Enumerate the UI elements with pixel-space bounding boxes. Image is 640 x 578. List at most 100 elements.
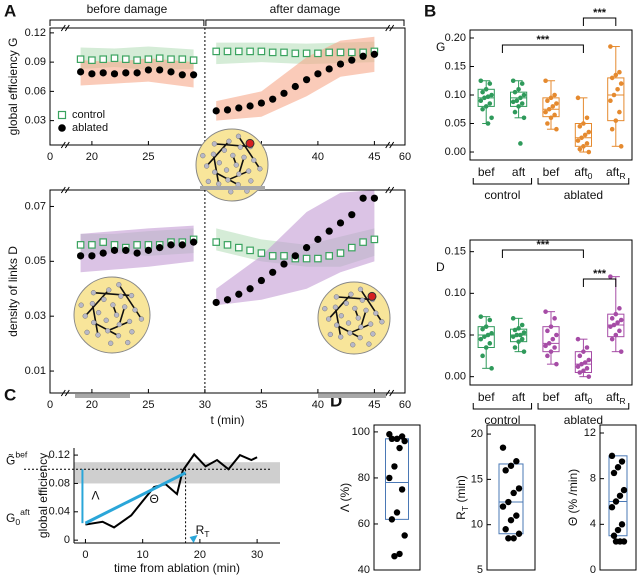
- y-tick-label: 0.15: [445, 60, 466, 72]
- inset-node: [322, 306, 328, 312]
- x-tick-label: bef: [543, 165, 560, 179]
- point: [314, 235, 322, 243]
- x-tick-label: 25: [142, 151, 154, 163]
- point: [325, 227, 333, 235]
- x-tick-label: 0: [47, 399, 53, 411]
- y-tick-label: 0.10: [445, 287, 466, 299]
- point: [156, 244, 164, 252]
- point: [552, 92, 557, 98]
- annotation: before damage: [87, 2, 168, 16]
- x-tick-label: 40: [312, 151, 324, 163]
- point: [550, 104, 556, 109]
- panel-label: C: [4, 385, 16, 404]
- x-tick-label: aft: [512, 165, 526, 179]
- inset-node: [248, 178, 254, 184]
- x-tick-label: aft0: [574, 390, 592, 406]
- point: [370, 235, 379, 244]
- group-bracket: [472, 178, 533, 185]
- inset-link: [91, 303, 99, 336]
- y-tick-label: 5: [477, 564, 483, 576]
- point: [144, 246, 152, 254]
- inset-node: [78, 302, 84, 308]
- point: [212, 107, 220, 115]
- y-tick-label: 0.09: [25, 56, 46, 68]
- point: [582, 132, 588, 138]
- x-tick-label: aft0: [574, 165, 592, 181]
- inset-node: [348, 291, 354, 297]
- inset-node: [212, 169, 218, 175]
- y-tick-label: 0.05: [445, 117, 466, 129]
- inset-node: [128, 292, 135, 299]
- point: [257, 249, 266, 257]
- y-tick-label: 0.20: [445, 32, 466, 44]
- inset-node: [228, 189, 234, 195]
- point: [513, 458, 520, 465]
- y-tick-label: 40: [358, 564, 370, 576]
- point: [512, 109, 518, 115]
- point: [401, 437, 408, 445]
- inset-node: [358, 324, 364, 330]
- point: [581, 368, 586, 374]
- point: [167, 241, 175, 249]
- y-tick-label: 100: [352, 426, 370, 438]
- point: [613, 72, 619, 78]
- x-tick-label: 45: [368, 399, 380, 411]
- point: [510, 99, 516, 105]
- y-axis-label-rest: (min): [454, 475, 468, 506]
- point: [519, 322, 525, 328]
- inset-node: [241, 154, 247, 161]
- inset-node: [379, 319, 385, 325]
- point: [370, 194, 378, 202]
- point: [99, 249, 107, 257]
- x-tick-label: 60: [399, 399, 411, 411]
- band: [80, 190, 375, 306]
- point: [608, 504, 616, 511]
- point: [507, 516, 515, 524]
- reference-label-sup: bef: [15, 450, 28, 460]
- y-axis-label: G: [436, 40, 445, 54]
- point: [512, 327, 518, 333]
- inset-node: [373, 310, 379, 316]
- start-label: G0aft: [6, 507, 30, 527]
- inset-node: [245, 168, 252, 174]
- point: [543, 343, 548, 349]
- significance-bracket: [501, 44, 584, 53]
- point: [189, 56, 198, 64]
- point: [581, 144, 586, 149]
- point: [223, 47, 232, 56]
- start-label-sub: 0: [15, 517, 20, 527]
- inset-link: [334, 307, 342, 338]
- point: [302, 49, 311, 58]
- point: [584, 141, 590, 146]
- inset-node: [101, 296, 107, 303]
- x-tick-label: aft: [512, 390, 526, 404]
- y-axis-label-sub: T: [460, 505, 470, 511]
- inset-node: [110, 302, 116, 308]
- inset-link: [238, 157, 245, 175]
- point: [483, 86, 489, 92]
- point: [510, 334, 516, 339]
- point: [257, 99, 265, 107]
- point: [144, 55, 153, 64]
- point: [615, 86, 620, 92]
- point: [584, 366, 590, 371]
- inset-node: [113, 312, 120, 318]
- point: [521, 115, 527, 121]
- point: [586, 129, 592, 135]
- point: [521, 92, 527, 98]
- inset-node: [370, 331, 376, 337]
- inset-node: [338, 334, 344, 340]
- reference-label-main: G̃: [6, 452, 15, 467]
- point: [77, 252, 85, 260]
- point: [575, 138, 581, 143]
- point: [348, 56, 356, 64]
- inset-node: [350, 342, 356, 348]
- point: [608, 44, 613, 49]
- inset-link: [118, 306, 126, 325]
- point: [608, 274, 613, 279]
- point: [99, 69, 107, 77]
- point: [548, 324, 554, 329]
- point: [370, 50, 378, 58]
- point: [401, 532, 408, 539]
- time-window: [75, 394, 130, 398]
